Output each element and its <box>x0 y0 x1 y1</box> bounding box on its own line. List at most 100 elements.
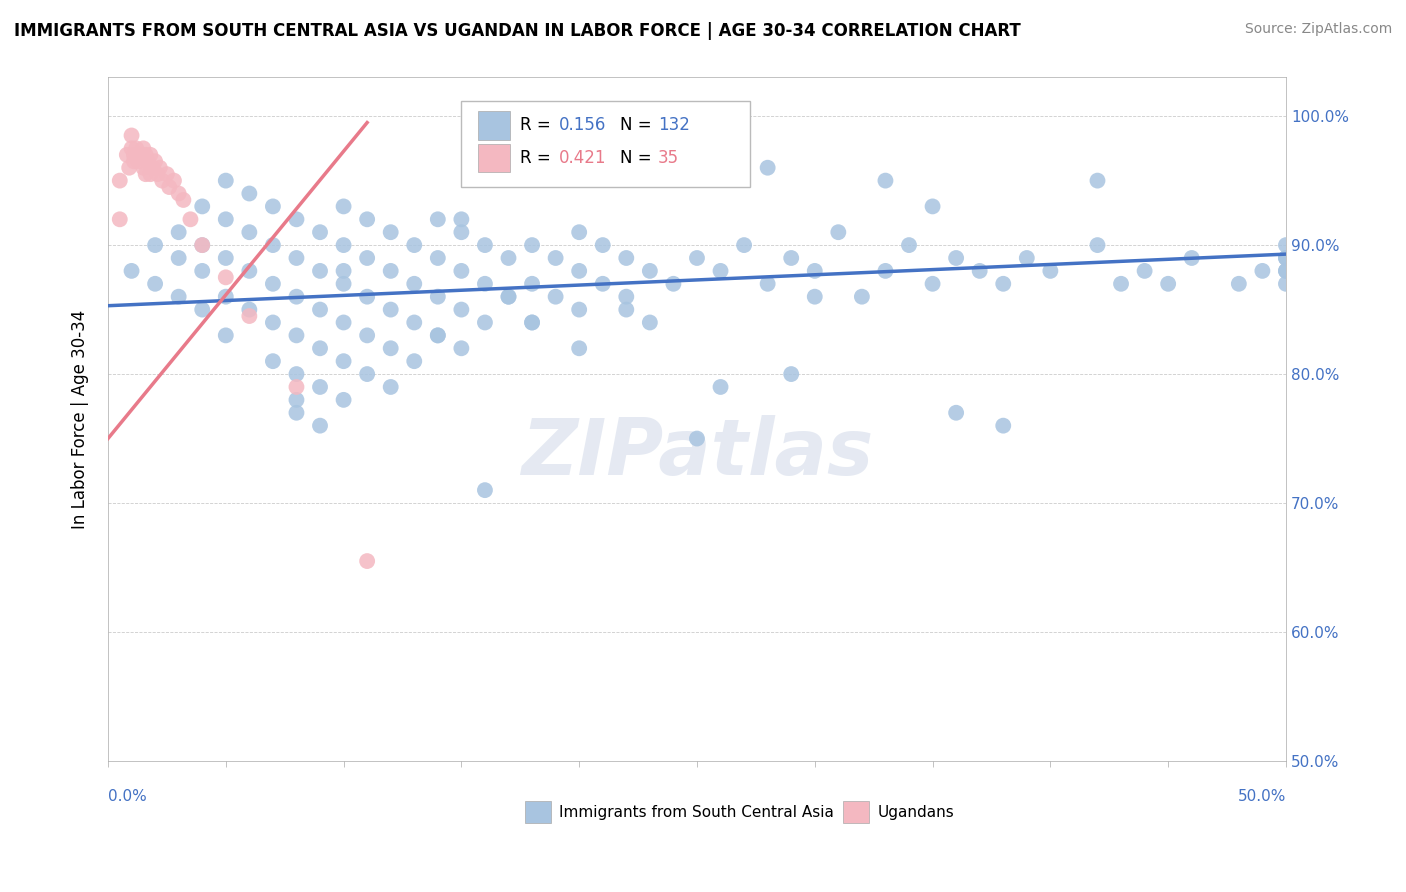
Text: 0.421: 0.421 <box>560 149 606 167</box>
Point <box>356 367 378 381</box>
Point <box>167 186 190 201</box>
Point <box>122 154 145 169</box>
Point <box>285 392 308 407</box>
Point <box>238 225 260 239</box>
Point <box>404 238 426 252</box>
Point <box>136 154 159 169</box>
Point <box>803 290 825 304</box>
Point <box>115 148 138 162</box>
Point <box>332 238 354 252</box>
Point <box>146 167 169 181</box>
Point <box>404 277 426 291</box>
Point <box>450 225 472 239</box>
Point <box>215 270 238 285</box>
Point <box>592 277 614 291</box>
Point <box>921 199 943 213</box>
Point <box>426 328 449 343</box>
Point <box>135 148 157 162</box>
Text: N =: N = <box>620 149 657 167</box>
Point <box>309 264 332 278</box>
Point <box>262 354 284 368</box>
Point <box>1275 264 1298 278</box>
Point <box>285 380 308 394</box>
Point <box>332 316 354 330</box>
Text: R =: R = <box>520 116 557 135</box>
Point <box>262 238 284 252</box>
Point <box>851 290 873 304</box>
Text: 0.0%: 0.0% <box>108 789 146 805</box>
Point <box>118 161 141 175</box>
Point <box>380 341 402 355</box>
Y-axis label: In Labor Force | Age 30-34: In Labor Force | Age 30-34 <box>72 310 89 529</box>
Point <box>332 392 354 407</box>
Point <box>993 418 1015 433</box>
Point <box>404 316 426 330</box>
Point <box>993 277 1015 291</box>
Point <box>520 238 543 252</box>
Point <box>129 148 152 162</box>
Point <box>380 264 402 278</box>
Point <box>1109 277 1132 291</box>
Point <box>143 238 166 252</box>
Point <box>756 277 779 291</box>
Point <box>1181 251 1204 265</box>
Point <box>122 148 145 162</box>
Point <box>121 264 143 278</box>
Point <box>215 328 238 343</box>
Point <box>1275 277 1298 291</box>
Point <box>356 290 378 304</box>
Point <box>426 328 449 343</box>
Point <box>1251 264 1274 278</box>
Point <box>780 251 803 265</box>
Point <box>238 302 260 317</box>
Text: 0.156: 0.156 <box>560 116 606 135</box>
Point <box>309 225 332 239</box>
Point <box>309 380 332 394</box>
Point <box>380 380 402 394</box>
Point <box>215 290 238 304</box>
Point <box>686 251 709 265</box>
Point <box>568 225 591 239</box>
Point <box>332 354 354 368</box>
Point <box>285 328 308 343</box>
Point <box>756 161 779 175</box>
Point <box>285 290 308 304</box>
Point <box>285 406 308 420</box>
Point <box>544 290 567 304</box>
Point <box>309 302 332 317</box>
FancyBboxPatch shape <box>461 102 749 186</box>
Point <box>450 341 472 355</box>
Point <box>262 316 284 330</box>
Point <box>238 264 260 278</box>
Text: R =: R = <box>520 149 557 167</box>
Point <box>474 277 496 291</box>
Point <box>520 277 543 291</box>
Point <box>875 173 897 187</box>
FancyBboxPatch shape <box>844 801 869 823</box>
Point <box>1087 238 1109 252</box>
Point <box>474 483 496 497</box>
Point <box>450 212 472 227</box>
Point <box>709 380 731 394</box>
Point <box>474 238 496 252</box>
Point <box>568 264 591 278</box>
Point <box>614 302 637 317</box>
FancyBboxPatch shape <box>524 801 551 823</box>
Point <box>262 199 284 213</box>
Point <box>498 251 520 265</box>
Point <box>108 212 131 227</box>
Point <box>191 238 214 252</box>
Point <box>179 212 201 227</box>
Point <box>969 264 991 278</box>
Text: Immigrants from South Central Asia: Immigrants from South Central Asia <box>560 805 834 820</box>
FancyBboxPatch shape <box>478 144 510 172</box>
Point <box>285 212 308 227</box>
Text: ZIPatlas: ZIPatlas <box>520 416 873 491</box>
Point <box>638 316 661 330</box>
Point <box>733 238 755 252</box>
Point <box>167 251 190 265</box>
Point <box>332 277 354 291</box>
Point <box>191 199 214 213</box>
Point <box>1227 277 1250 291</box>
Point <box>143 277 166 291</box>
